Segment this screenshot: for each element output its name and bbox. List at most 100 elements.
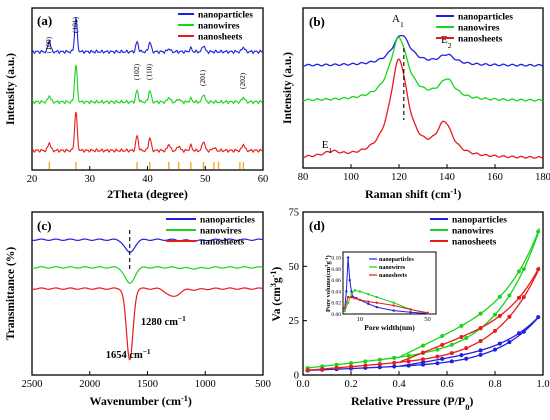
data-point-nanoparticles <box>464 356 469 361</box>
data-point-nanowires <box>334 362 339 367</box>
x-tick-label: 180 <box>535 172 550 183</box>
data-point-nanosheets <box>320 367 325 372</box>
data-point-nanowires <box>521 267 526 272</box>
inset-y-tick-label: 0.10 <box>331 256 341 262</box>
inset-y-tick-label: 0.00 <box>331 312 341 318</box>
data-point-nanosheets <box>497 313 502 318</box>
panel-a: (100) (101) (102) (110) (201) (202) 20 30 40 50 60… <box>5 7 268 201</box>
x-tick-label: 2500 <box>22 379 43 390</box>
data-point-nanosheets <box>493 328 497 333</box>
data-point-nanoparticles <box>449 359 454 364</box>
data-point-nanowires <box>449 342 454 347</box>
data-point-nanowires <box>507 293 512 298</box>
data-point-nanosheets <box>478 338 483 343</box>
inset-y-tick-label: 0.06 <box>331 278 341 284</box>
panel-c: 1280 cm−1 1654 cm−1 2500 2000 1500 1000 500 Wav… <box>5 211 271 409</box>
inset-y-tick-label: 0.04 <box>331 289 341 295</box>
peak-label: A1 <box>392 13 404 29</box>
x-tick-label: 20 <box>27 174 38 185</box>
series-line-nanowires <box>31 64 263 105</box>
inset-point-nanosheets <box>375 301 379 304</box>
legend-label-nanosheets: nanosheets <box>200 237 245 247</box>
inset-y-axis-title: Pore volume(cm3g-1) <box>324 255 333 312</box>
data-point-nanoparticles <box>459 353 464 358</box>
data-point-nanosheets <box>435 354 440 359</box>
data-point-nanowires <box>536 229 541 234</box>
x-tick-label: 100 <box>343 172 359 183</box>
y-axis-title: Intensity (a.u.) <box>5 53 17 125</box>
panel-b: A1 E2 E1 80 100 120 140 160 180 Raman shift (cm-1… <box>282 7 550 202</box>
data-point-nanoparticles <box>478 348 483 353</box>
data-point-nanosheets <box>406 359 411 364</box>
x-tick-label: 0.6 <box>440 379 453 390</box>
panel-label: (c) <box>37 218 51 233</box>
data-point-nanowires <box>392 355 397 360</box>
inset-point-nanosheets <box>353 297 357 300</box>
data-point-nanosheets <box>521 295 526 300</box>
inset-x-axis-title: Pore width(nm) <box>364 323 415 332</box>
x-axis-title: Wavenumber (cm-1) <box>90 394 192 409</box>
inset-x-tick-label: 50 <box>424 316 431 323</box>
series-line-nanoparticles <box>31 238 264 253</box>
inset-y-tick-label: 0.08 <box>331 267 341 273</box>
y-tick-label: 25 <box>289 316 300 327</box>
y-axis-title: Transmittance (%) <box>5 247 17 341</box>
inset-legend-label-nanowires: nanowires <box>379 265 406 271</box>
data-point-nanoparticles <box>377 365 382 370</box>
annotation-label: 1654 cm−1 <box>106 347 151 362</box>
data-point-nanowires <box>406 353 411 358</box>
legend-label-nanoparticles: nanoparticles <box>198 10 253 20</box>
legend-label-nanoparticles: nanoparticles <box>458 12 513 22</box>
inset-point-nanowires <box>392 301 395 304</box>
data-point-nanosheets <box>449 351 454 356</box>
y-tick-label: 0 <box>294 371 299 382</box>
data-point-nanowires <box>349 361 353 366</box>
inset-point-nanosheets <box>350 295 353 299</box>
inset-y-tick-label: 0.02 <box>331 301 341 307</box>
data-point-nanosheets <box>464 346 469 351</box>
plot-frame <box>302 7 544 169</box>
data-point-nanosheets <box>421 350 425 355</box>
x-tick-label: 2000 <box>79 379 100 390</box>
x-tick-label: 30 <box>85 174 96 185</box>
data-point-nanowires <box>517 269 521 274</box>
x-tick-label: 140 <box>439 172 455 183</box>
peak-label: (102) <box>132 63 141 80</box>
legend-label-nanoparticles: nanoparticles <box>452 215 507 225</box>
x-tick-label: 160 <box>487 172 503 183</box>
data-point-nanoparticles <box>507 340 512 345</box>
peak-label: (201) <box>198 69 207 86</box>
x-tick-label: 1000 <box>195 379 216 390</box>
x-axis-title: Raman shift (cm-1) <box>365 187 461 202</box>
inset-point-nanosheets <box>358 298 362 302</box>
x-tick-label: 120 <box>391 172 407 183</box>
panel-d: 0 25 50 75 0.0 0.2 0.4 0.6 0.8 1.0 Relative Pressu… <box>269 208 550 412</box>
panel-label: (a) <box>37 13 52 28</box>
x-tick-label: 500 <box>255 379 271 390</box>
data-point-nanowires <box>435 347 440 352</box>
inset-legend-label-nanoparticles: nanoparticles <box>379 257 414 263</box>
data-point-nanowires <box>459 323 464 328</box>
data-point-nanoparticles <box>478 352 483 357</box>
legend-label-nanowires: nanowires <box>458 23 500 33</box>
inset-point-nanowires <box>353 289 357 292</box>
data-point-nanoparticles <box>406 363 411 368</box>
inset-point-nanoparticles <box>367 302 370 306</box>
inset-point-nanoparticles <box>350 290 353 293</box>
inset-series-nanosheets <box>344 296 428 314</box>
data-point-nanoparticles <box>517 331 521 336</box>
annotation-label: 1280 cm−1 <box>141 314 186 329</box>
data-point-nanoparticles <box>392 364 397 369</box>
peak-label: E1 <box>322 139 333 155</box>
inset-point-nanoparticles <box>392 309 395 312</box>
legend-label-nanosheets: nanosheets <box>452 237 497 247</box>
data-point-nanowires <box>377 357 382 362</box>
panel-label: (d) <box>309 218 325 233</box>
data-point-nanosheets <box>377 362 382 367</box>
y-axis-title: Va (cm3g-1) <box>269 267 284 322</box>
inset-point-nanoparticles <box>348 278 351 282</box>
inset-point-nanoparticles <box>345 290 348 293</box>
x-tick-label: 80 <box>298 172 309 183</box>
data-point-nanowires <box>421 343 425 348</box>
